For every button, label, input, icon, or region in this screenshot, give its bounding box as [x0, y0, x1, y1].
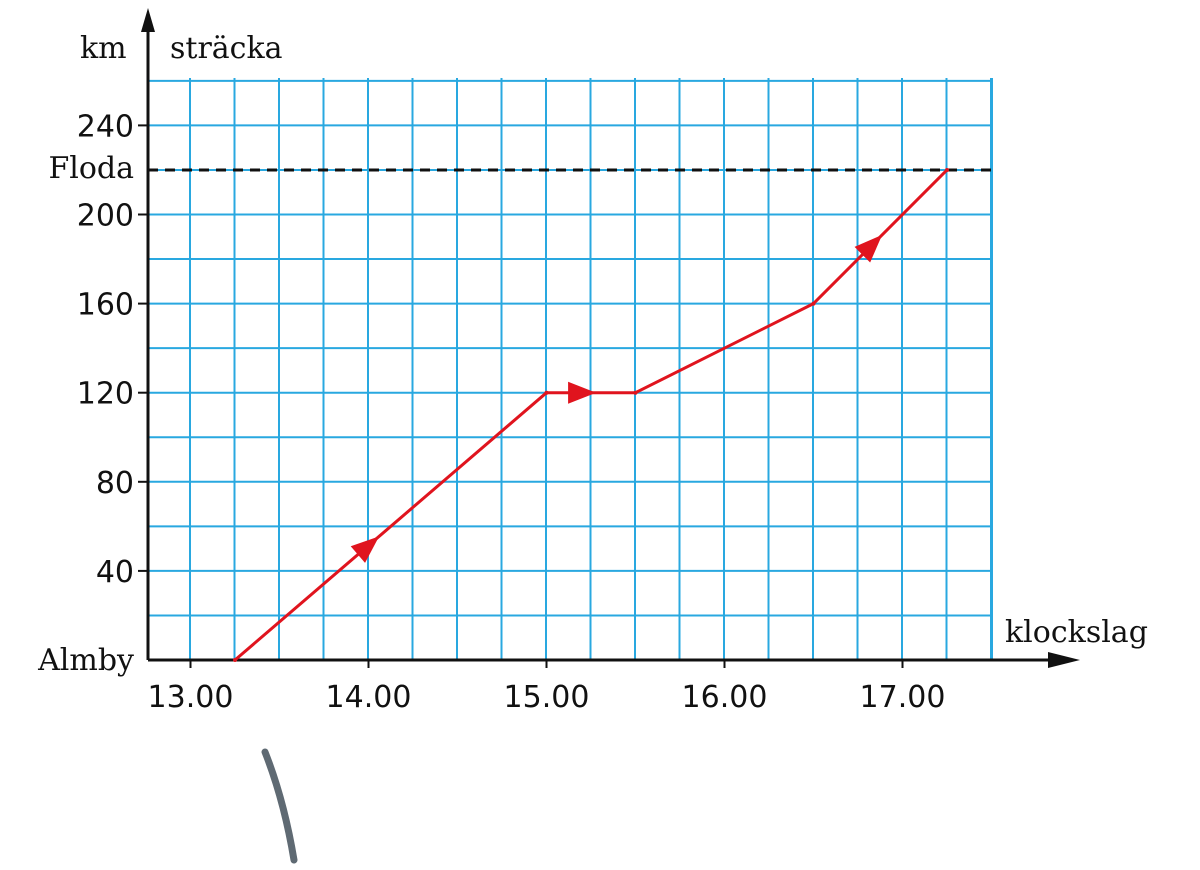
x-tick-label: 14.00	[326, 680, 412, 715]
series-vertex	[811, 301, 816, 306]
y-tick-label: 240	[77, 109, 134, 144]
x-axis-arrowhead	[1048, 652, 1080, 668]
axes	[141, 8, 1080, 668]
y-tick-label: 80	[96, 466, 134, 501]
x-tick-label: 17.00	[860, 680, 946, 715]
tick-labels: 13.00 14.00 15.00 16.00 17.00 40 80 120 160 200 24…	[77, 109, 946, 715]
x-tick-label: 16.00	[682, 680, 768, 715]
start-label: Almby	[37, 643, 134, 678]
pen-stroke-annotation	[261, 748, 298, 864]
y-tick-label: 40	[96, 555, 134, 590]
x-tick-label: 15.00	[504, 680, 590, 715]
y-tick-label: 160	[77, 288, 134, 323]
direction-arrow	[350, 536, 380, 563]
series-vertex	[544, 390, 549, 395]
x-axis-label: klockslag	[1005, 615, 1148, 650]
series-vertex	[633, 390, 638, 395]
grid	[148, 78, 993, 660]
direction-arrow	[568, 381, 597, 404]
y-tick-label: 120	[77, 377, 134, 412]
series-vertex	[233, 658, 237, 662]
direction-arrow	[854, 234, 883, 263]
destination-label: Floda	[48, 151, 134, 186]
series-group	[233, 167, 949, 662]
series-vertex	[945, 167, 949, 172]
y-axis-arrowhead	[141, 8, 155, 32]
y-unit-label: km	[80, 31, 127, 66]
y-tick-label: 200	[77, 199, 134, 234]
y-axis-label: sträcka	[170, 31, 283, 66]
x-tick-label: 13.00	[148, 680, 234, 715]
